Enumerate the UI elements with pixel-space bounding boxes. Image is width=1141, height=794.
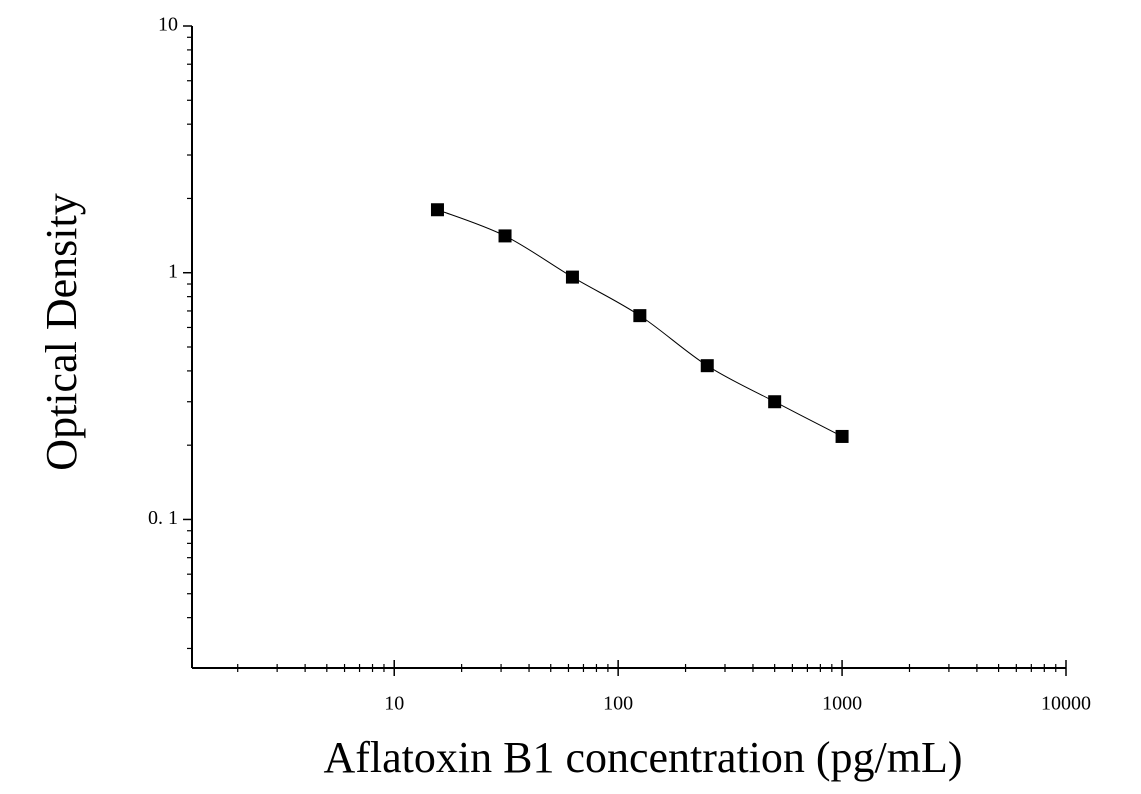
data-point: [633, 309, 647, 323]
x-tick-label: 1000: [822, 693, 862, 715]
data-point: [768, 395, 782, 409]
x-tick-label: 10000: [1041, 693, 1091, 715]
x-tick-label: 100: [603, 693, 633, 715]
data-point: [430, 203, 444, 217]
y-axis-label: Optical Density: [37, 193, 86, 470]
data-point: [565, 270, 579, 284]
y-tick-label: 1: [168, 260, 178, 282]
data-point: [700, 359, 714, 373]
data-point: [835, 429, 849, 443]
fit-curve: [437, 209, 843, 437]
y-tick-label: 10: [158, 14, 178, 36]
data-point: [498, 229, 512, 243]
x-axis-label: Aflatoxin B1 concentration (pg/mL): [323, 733, 962, 782]
x-tick-label: 10: [384, 693, 404, 715]
y-tick-label: 0. 1: [148, 507, 178, 529]
